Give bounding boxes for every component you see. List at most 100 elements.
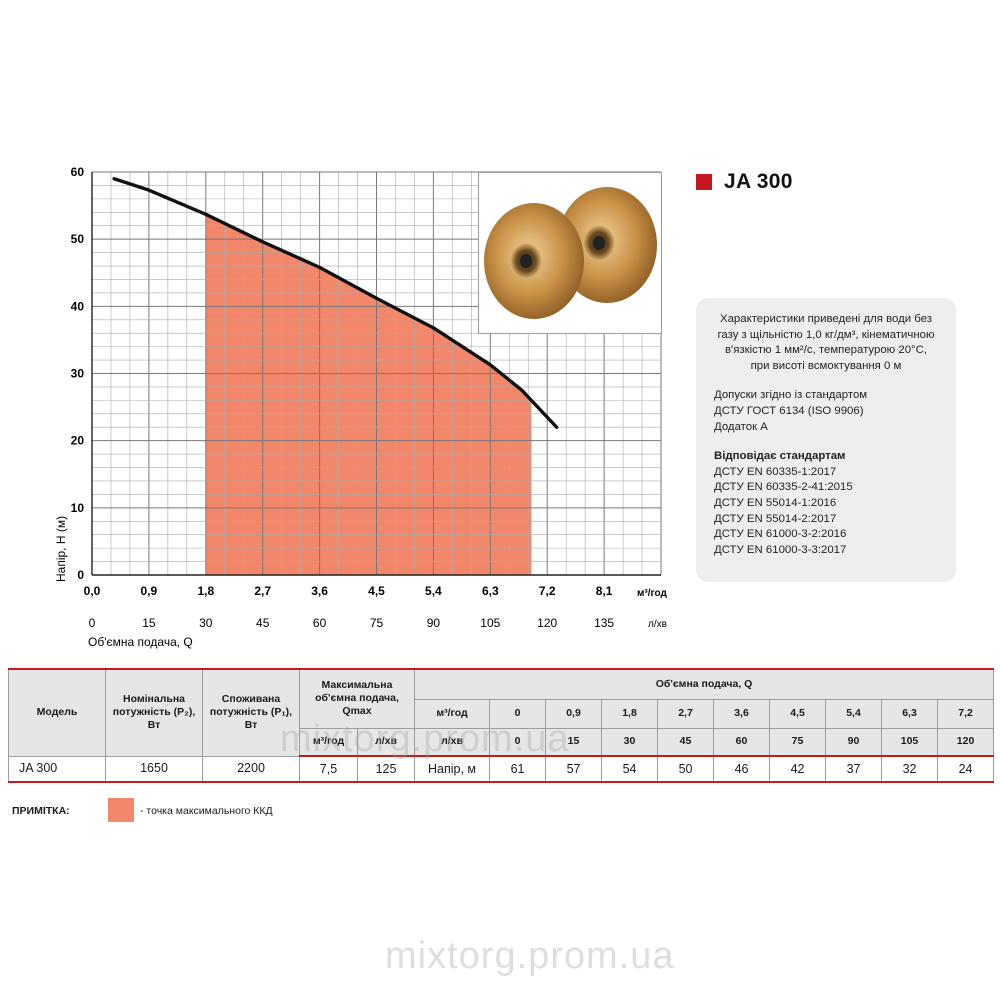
row-model: JA 300: [8, 755, 106, 783]
info-line-4: при висоті всмоктування 0 м: [750, 359, 902, 372]
x2-tick-label: 45: [256, 616, 270, 630]
y-tick-label: 30: [71, 367, 85, 381]
x-tick-label: 0,0: [84, 584, 101, 598]
x2-unit-label: л/хв: [648, 619, 667, 630]
flow-m3-cell: 3,6: [713, 698, 771, 729]
flow-lmin-cell: 45: [657, 727, 715, 757]
flow-m3-cell: 0,9: [545, 698, 603, 729]
x-tick-label: 2,7: [254, 584, 271, 598]
flow-m3-cell: 7,2: [937, 698, 995, 729]
head-cell: 46: [713, 755, 771, 783]
header-qmax: Максимальна об'ємна подача, Qmax: [298, 668, 416, 729]
header-qmax-m3: м³/год: [299, 727, 358, 757]
info-line-2: газу з щільністю 1,0 кг/дм³, кінематично…: [717, 328, 935, 341]
x2-tick-label: 90: [427, 616, 441, 630]
header-flow: Об'ємна подача, Q: [414, 668, 995, 700]
standard-item: ДСТУ EN 60335-1:2017: [714, 465, 837, 478]
x-tick-label: 8,1: [596, 584, 613, 598]
info-line-1: Характеристики приведені для води без: [720, 313, 932, 325]
x-tick-label: 6,3: [482, 584, 499, 598]
x2-tick-label: 0: [89, 616, 96, 630]
head-cell: 32: [881, 755, 939, 783]
y-tick-label: 60: [71, 165, 85, 179]
head-cell: 37: [825, 755, 883, 783]
conditions-panel: Характеристики приведені для води без га…: [696, 298, 956, 582]
y-tick-label: 50: [71, 232, 85, 246]
note-label: ПРИМІТКА:: [12, 805, 70, 817]
info-line-3: в'язкістю 1 мм²/с, температурою 20°С,: [725, 344, 927, 357]
flow-lmin-cell: 75: [769, 727, 827, 757]
standard-item: ДСТУ EN 61000-3-3:2017: [714, 543, 847, 556]
x-tick-label: 1,8: [197, 584, 214, 598]
head-cell: 50: [657, 755, 715, 783]
flow-m3-cell: 5,4: [825, 698, 883, 729]
flow-lmin-cell: 105: [881, 727, 939, 757]
flow-m3-cell: 6,3: [881, 698, 939, 729]
x-tick-label: 3,6: [311, 584, 328, 598]
x-tick-label: 0,9: [141, 584, 158, 598]
head-cell: 54: [601, 755, 659, 783]
row-qmax-m3: 7,5: [299, 755, 358, 783]
tolerance-line-3: Додаток А: [714, 420, 768, 433]
head-cell: 24: [937, 755, 995, 783]
note-swatch: [108, 798, 134, 822]
x-axis-title: Об'ємна подача, Q: [88, 635, 193, 649]
header-p1: Споживана потужність (P₁), Вт: [202, 668, 300, 757]
x-tick-label: 5,4: [425, 584, 442, 598]
head-cell-max-efficiency: 42: [769, 755, 827, 783]
y-tick-label: 40: [71, 299, 85, 313]
y-tick-label: 0: [77, 568, 84, 582]
flow-m3-cell: 1,8: [601, 698, 659, 729]
row-p1: 2200: [202, 755, 300, 783]
flow-lmin-cell: 60: [713, 727, 771, 757]
x2-tick-label: 75: [370, 616, 384, 630]
head-cell: 57: [545, 755, 603, 783]
row-head-label: Напір, м: [414, 755, 491, 783]
x2-tick-label: 15: [142, 616, 156, 630]
header-unit-lmin: л/хв: [414, 727, 491, 757]
x-tick-label: 4,5: [368, 584, 385, 598]
impeller-photo: [478, 172, 662, 334]
standard-item: ДСТУ EN 60335-2-41:2015: [714, 481, 853, 494]
x2-tick-label: 135: [594, 616, 614, 630]
standard-item: ДСТУ EN 55014-1:2016: [714, 496, 837, 509]
head-cell: 61: [489, 755, 547, 783]
header-p2: Номінальна потужність (P₂), Вт: [105, 668, 203, 757]
x2-tick-label: 60: [313, 616, 327, 630]
standard-item: ДСТУ EN 61000-3-2:2016: [714, 528, 847, 541]
pump-curve-chart: 0,0 0,9 1,8 2,7 3,6 4,5 5,4 6,3 7,2 8,1 0 15 30 45 60 7…: [54, 165, 668, 649]
performance-table: Модель Номінальна потужність (P₂), Вт Сп…: [8, 668, 995, 783]
impeller-icon: [484, 187, 657, 319]
model-heading: JA 300: [696, 170, 793, 194]
flow-lmin-cell: 120: [937, 727, 995, 757]
standard-item: ДСТУ EN 55014-2:2017: [714, 512, 837, 525]
watermark: mixtorg.prom.ua: [280, 718, 570, 760]
row-qmax-lmin: 125: [356, 755, 416, 783]
max-efficiency-area: [205, 214, 532, 575]
note-text: - точка максимального ККД: [140, 805, 273, 817]
flow-lmin-cell: 0: [489, 727, 547, 757]
tolerance-line-2: ДСТУ ГОСТ 6134 (ISO 9906): [714, 404, 864, 417]
model-title: JA 300: [724, 170, 793, 193]
flow-m3-cell: 2,7: [657, 698, 715, 729]
watermark: mixtorg.prom.ua: [385, 935, 675, 977]
header-qmax-lmin: л/хв: [356, 727, 416, 757]
x-unit-label: м³/год: [637, 588, 668, 599]
standards-title: Відповідає стандартам: [714, 450, 846, 463]
flow-lmin-cell: 15: [545, 727, 603, 757]
row-p2: 1650: [105, 755, 203, 783]
model-swatch-icon: [696, 174, 712, 190]
pump-head-curve: [112, 177, 559, 429]
header-model: Модель: [8, 668, 106, 757]
y-tick-label: 10: [71, 501, 85, 515]
y-tick-label: 20: [71, 434, 85, 448]
flow-m3-cell: 4,5: [769, 698, 827, 729]
x-tick-label: 7,2: [539, 584, 556, 598]
tolerance-line-1: Допуски згідно із стандартом: [714, 389, 868, 402]
x2-tick-label: 105: [480, 616, 500, 630]
flow-m3-cell: 0: [489, 698, 547, 729]
x2-tick-label: 120: [537, 616, 557, 630]
x2-tick-label: 30: [199, 616, 213, 630]
flow-lmin-cell: 90: [825, 727, 883, 757]
y-axis-title: Напір, H (м): [54, 516, 68, 582]
